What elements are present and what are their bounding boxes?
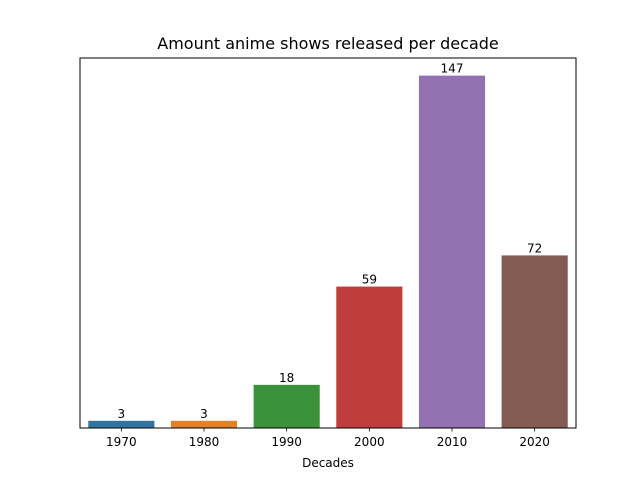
x-tick-label-1990: 1990: [271, 435, 302, 449]
bar-2010: [418, 75, 486, 429]
x-tick-label-1980: 1980: [189, 435, 220, 449]
chart-title: Amount anime shows released per decade: [157, 34, 499, 53]
bar-value-label-1980: 3: [200, 407, 208, 421]
bar-value-label-2020: 72: [527, 241, 542, 255]
x-ticks-group: 1970 1980 1990 2000 2010 2020: [106, 428, 550, 449]
bar-value-label-2010: 147: [441, 62, 464, 76]
bar-2020: [501, 255, 568, 428]
x-tick-label-2000: 2000: [354, 435, 385, 449]
bars-group: [88, 75, 568, 429]
bar-1990: [253, 384, 320, 428]
x-tick-label-2020: 2020: [519, 435, 550, 449]
x-tick-label-2010: 2010: [437, 435, 468, 449]
x-tick-label-1970: 1970: [106, 435, 137, 449]
bar-labels-group: 3 3 18 59 147 72: [118, 62, 543, 421]
bar-value-label-1970: 3: [118, 407, 126, 421]
bar-2000: [336, 286, 403, 428]
plot-frame: [79, 57, 577, 429]
x-axis-label: Decades: [302, 456, 354, 470]
bar-1970: [88, 420, 155, 428]
bar-1980: [170, 420, 238, 428]
bar-value-label-2000: 59: [362, 273, 377, 287]
bar-value-label-1990: 18: [279, 371, 294, 385]
